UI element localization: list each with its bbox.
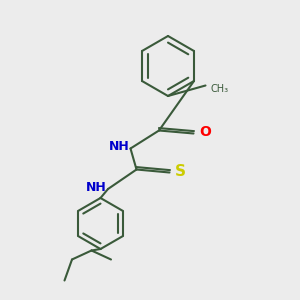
Text: CH₃: CH₃ [210,83,228,94]
Text: NH: NH [109,140,130,154]
Text: NH: NH [86,181,107,194]
Text: O: O [199,125,211,139]
Text: S: S [175,164,186,178]
